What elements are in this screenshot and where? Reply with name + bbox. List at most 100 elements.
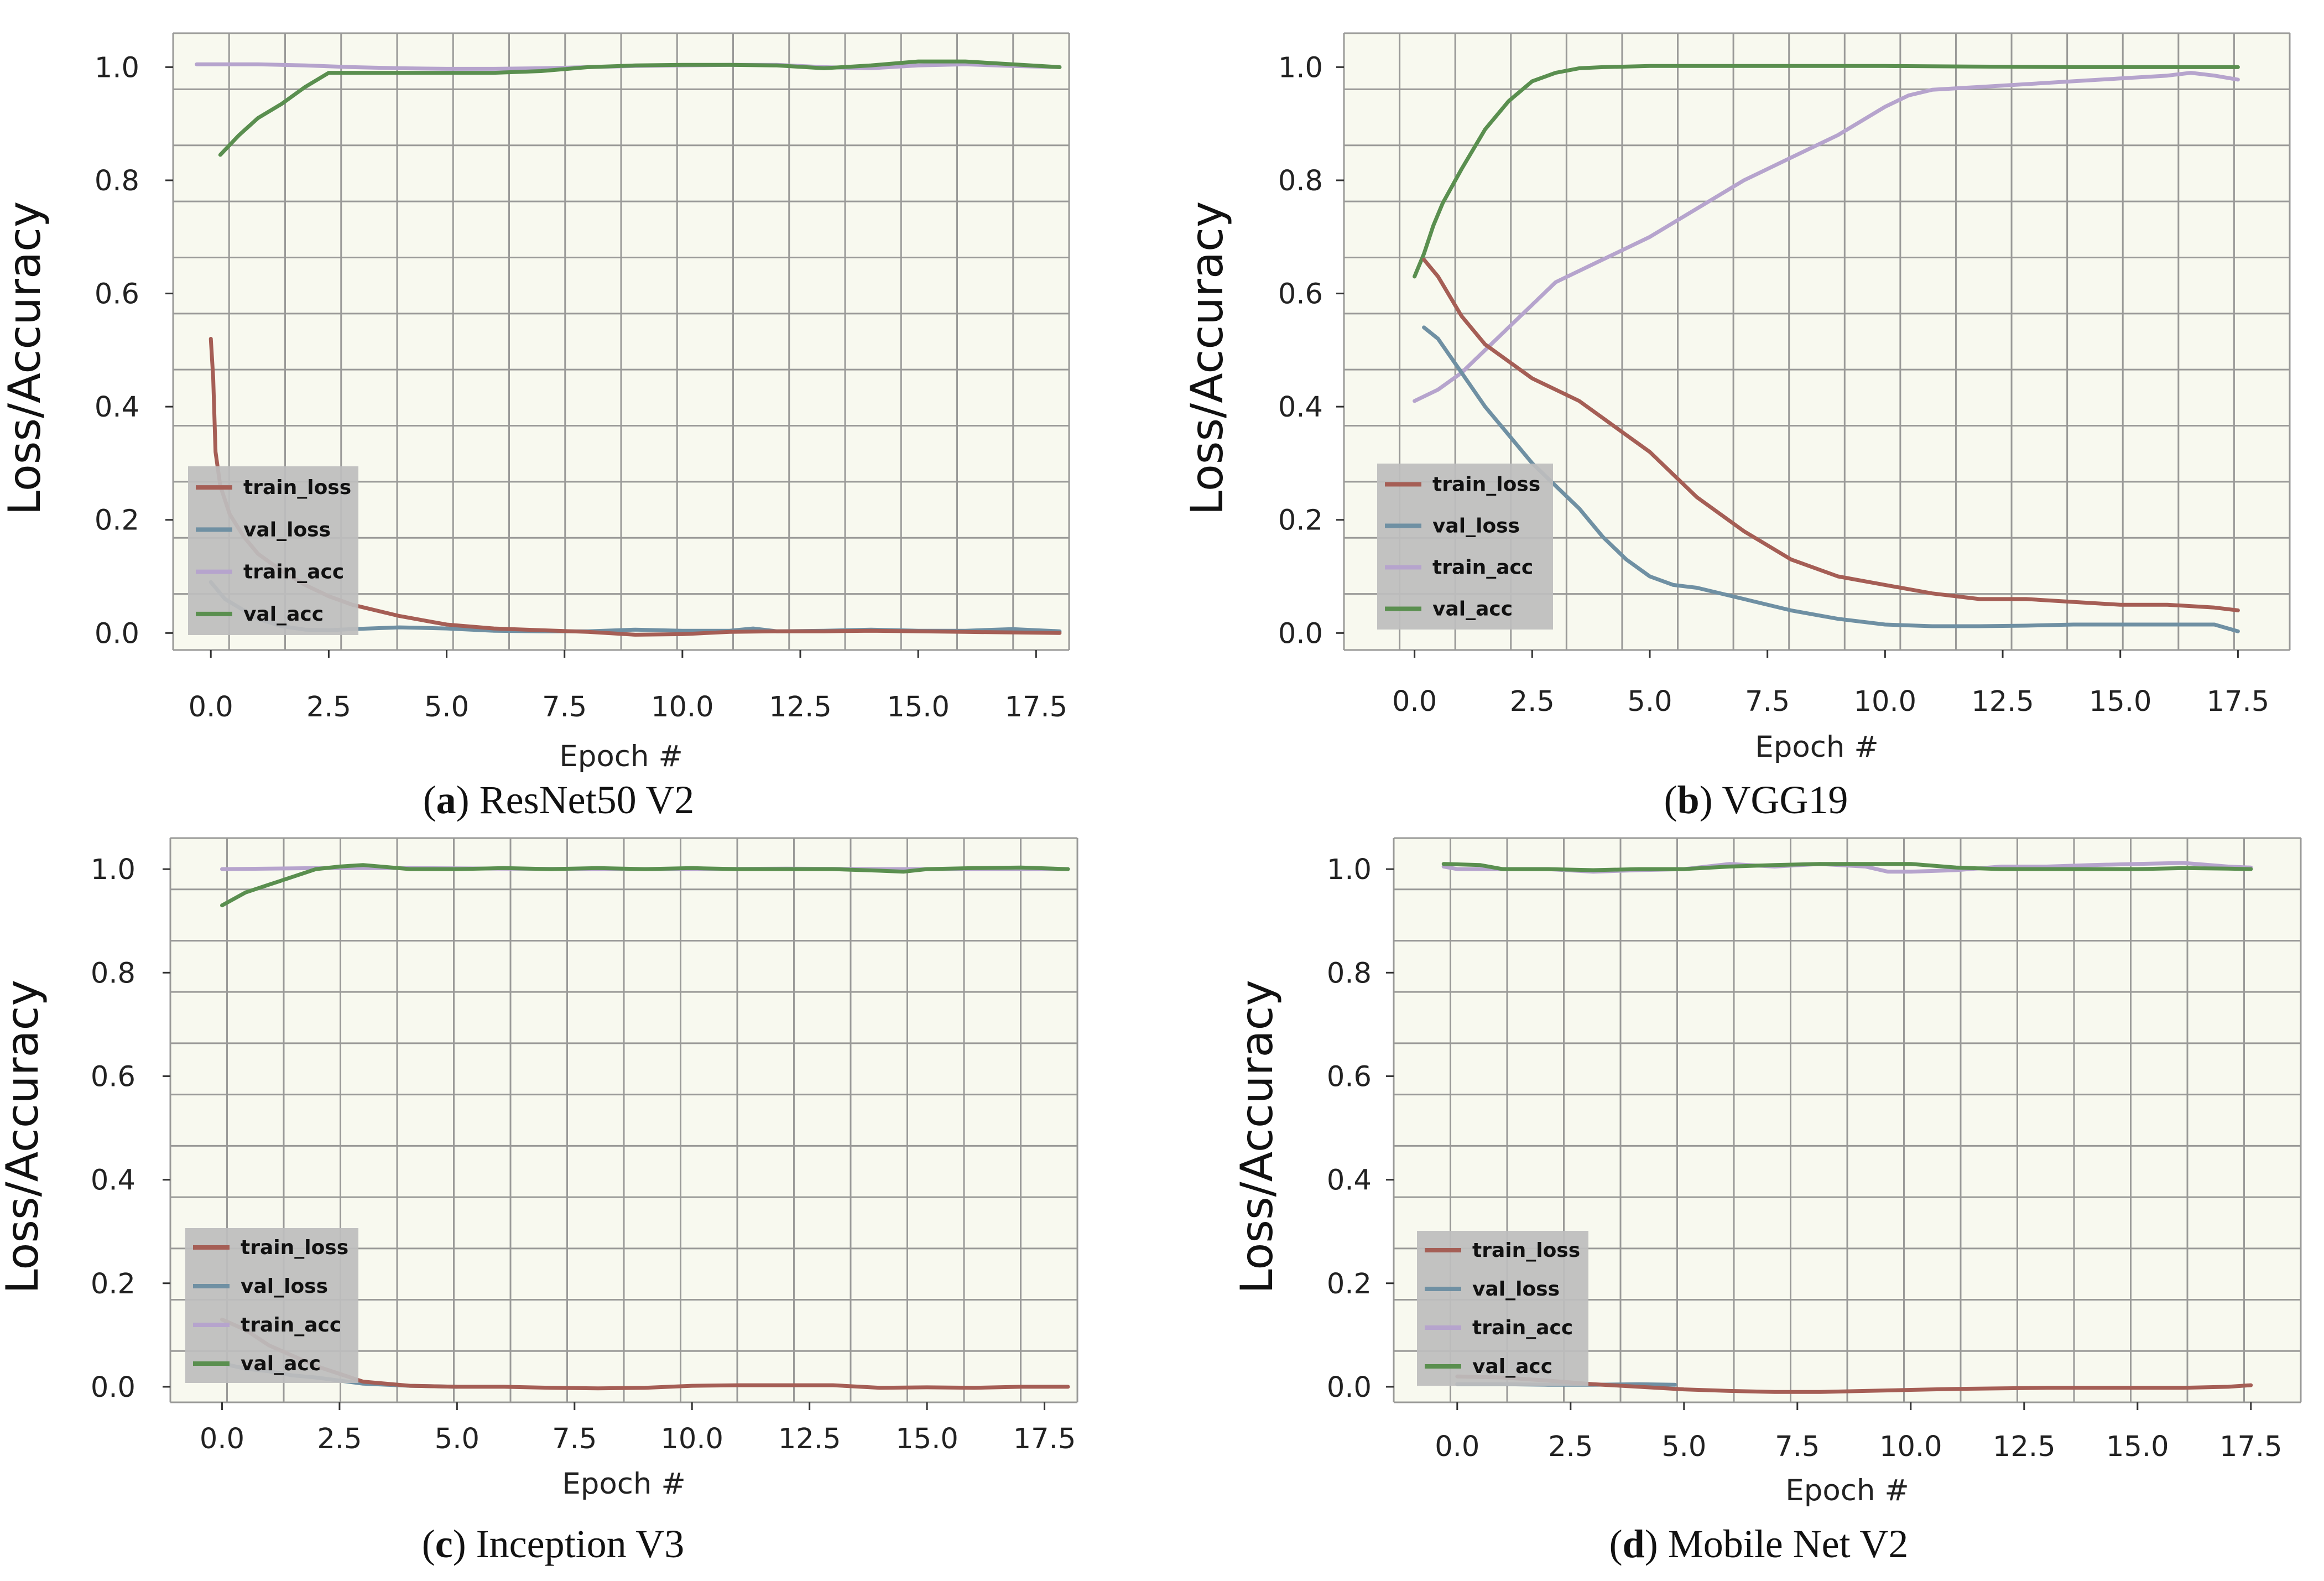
caption-paren-open: ( <box>422 1522 435 1566</box>
y-tick-label: 0.6 <box>91 1060 136 1093</box>
legend-label: train_acc <box>1472 1317 1573 1339</box>
x-tick-label: 0.0 <box>1392 685 1437 718</box>
series-line-val-loss <box>1422 325 2240 633</box>
legend-label: val_acc <box>1472 1355 1552 1378</box>
x-axis-label: Epoch # <box>559 740 683 773</box>
x-tick-label: 10.0 <box>1854 685 1917 718</box>
legend-label: val_loss <box>243 518 331 541</box>
chart-panel-d: 0.0 0.2 0.4 0.6 0.8 1.0 0.0 2.5 5.0 7.5 10.0 12.5 15… <box>1231 837 2302 1566</box>
caption-paren-open: ( <box>1664 778 1677 822</box>
caption-model-name: VGG19 <box>1722 778 1848 822</box>
y-tick-label: 0.0 <box>1327 1371 1372 1404</box>
chart-panel-a: 0.0 0.2 0.4 0.6 0.8 1.0 0.0 2.5 5.0 7.5 10.0 12.5 15… <box>0 32 1070 822</box>
caption-paren-close: ) <box>453 1522 476 1566</box>
x-axis-label: Epoch # <box>1755 730 1879 764</box>
x-tick-label: 0.0 <box>200 1423 244 1455</box>
caption-paren-open: ( <box>423 778 436 822</box>
grid <box>172 32 1070 651</box>
x-tick-label: 15.0 <box>887 691 950 724</box>
caption-model-name: Mobile Net V2 <box>1668 1522 1909 1566</box>
caption: (a) ResNet50 V2 <box>423 778 695 822</box>
caption-paren-close: ) <box>1645 1522 1668 1566</box>
y-tick-label: 0.8 <box>1327 957 1372 990</box>
legend-label: val_acc <box>1432 598 1513 621</box>
x-tick-label: 0.0 <box>1435 1431 1479 1463</box>
legend-label: train_acc <box>243 561 344 584</box>
y-tick-label: 0.4 <box>91 1164 136 1197</box>
caption: (d) Mobile Net V2 <box>1609 1522 1909 1566</box>
x-tick-label: 12.5 <box>1993 1431 2056 1463</box>
y-tick-label: 0.8 <box>95 165 139 197</box>
series-group <box>1413 64 2240 633</box>
x-tick-label: 12.5 <box>1971 685 2034 718</box>
y-tick-label: 0.2 <box>1327 1268 1372 1301</box>
legend: train_loss val_loss train_acc val_acc <box>1417 1231 1588 1386</box>
series-line-val-acc <box>1413 64 2240 279</box>
series-line-val-acc <box>218 59 1062 157</box>
legend-label: train_loss <box>1472 1239 1580 1262</box>
x-tick-label: 17.5 <box>1005 691 1068 724</box>
x-tick-label: 7.5 <box>1745 685 1790 718</box>
caption-model-name: Inception V3 <box>476 1522 685 1566</box>
y-axis-label: Loss/Accuracy <box>0 980 48 1294</box>
y-tick-label: 0.6 <box>1278 278 1323 311</box>
chart-panel-c: 0.0 0.2 0.4 0.6 0.8 1.0 0.0 2.5 5.0 7.5 10.0 12.5 15… <box>0 837 1078 1566</box>
caption-model-name: ResNet50 V2 <box>480 778 695 822</box>
y-tick-label: 0.4 <box>1278 391 1323 424</box>
y-tick-label: 0.2 <box>1278 505 1323 537</box>
y-tick-label: 1.0 <box>91 854 136 886</box>
legend-label: train_loss <box>1432 474 1540 496</box>
y-tick-label: 0.2 <box>91 1268 136 1301</box>
series-line-train-acc <box>1413 71 2240 403</box>
legend: train_loss val_loss train_acc val_acc <box>188 466 358 635</box>
legend-label: val_acc <box>243 603 324 626</box>
legend-box <box>1417 1231 1588 1386</box>
x-tick-label: 15.0 <box>2089 685 2152 718</box>
caption-letter: c <box>435 1522 453 1566</box>
x-tick-label: 17.5 <box>1013 1423 1076 1455</box>
caption-paren-open: ( <box>1609 1522 1623 1566</box>
x-tick-label: 17.5 <box>2207 685 2270 718</box>
y-tick-label: 0.0 <box>1278 617 1323 650</box>
x-tick-label: 7.5 <box>552 1423 597 1455</box>
x-tick-label: 5.0 <box>424 691 469 724</box>
legend-label: train_acc <box>1432 557 1533 579</box>
x-tick-label: 17.5 <box>2219 1431 2283 1463</box>
y-tick-label: 0.4 <box>1327 1164 1372 1197</box>
x-tick-label: 15.0 <box>895 1423 958 1455</box>
y-axis-label: Loss/Accuracy <box>1231 980 1283 1294</box>
y-tick-label: 1.0 <box>95 51 139 84</box>
x-tick-label: 12.5 <box>778 1423 841 1455</box>
grid <box>169 837 1078 1403</box>
x-tick-label: 10.0 <box>660 1423 723 1455</box>
series-line-train-loss <box>1455 1374 2253 1394</box>
y-tick-label: 0.8 <box>1278 165 1323 197</box>
x-tick-label: 2.5 <box>317 1423 362 1455</box>
x-axis-label: Epoch # <box>562 1467 686 1501</box>
x-axis-label: Epoch # <box>1785 1474 1909 1507</box>
caption: (c) Inception V3 <box>422 1522 685 1566</box>
legend-label: val_loss <box>241 1275 328 1298</box>
x-tick-label: 10.0 <box>651 691 714 724</box>
caption-letter: a <box>436 778 456 822</box>
y-axis-label: Loss/Accuracy <box>1181 201 1233 516</box>
x-tick-label: 5.0 <box>435 1423 480 1455</box>
legend-box <box>185 1228 358 1383</box>
y-tick-label: 0.6 <box>1327 1060 1372 1093</box>
x-tick-label: 12.5 <box>769 691 832 724</box>
caption-paren-close: ) <box>1700 778 1722 822</box>
series-line-train-loss <box>1422 257 2240 612</box>
y-tick-label: 0.4 <box>95 391 139 424</box>
series-line-val-acc <box>1441 862 2253 872</box>
legend: train_loss val_loss train_acc val_acc <box>185 1228 358 1383</box>
y-tick-label: 0.0 <box>95 617 139 650</box>
legend-box <box>1377 464 1553 630</box>
series-line-val-acc <box>220 863 1070 908</box>
x-tick-label: 2.5 <box>1548 1431 1593 1463</box>
caption: (b) VGG19 <box>1664 778 1848 822</box>
y-tick-label: 1.0 <box>1327 854 1372 886</box>
y-tick-label: 0.0 <box>91 1371 136 1404</box>
legend-label: train_loss <box>243 476 351 499</box>
legend-label: val_loss <box>1472 1278 1560 1301</box>
